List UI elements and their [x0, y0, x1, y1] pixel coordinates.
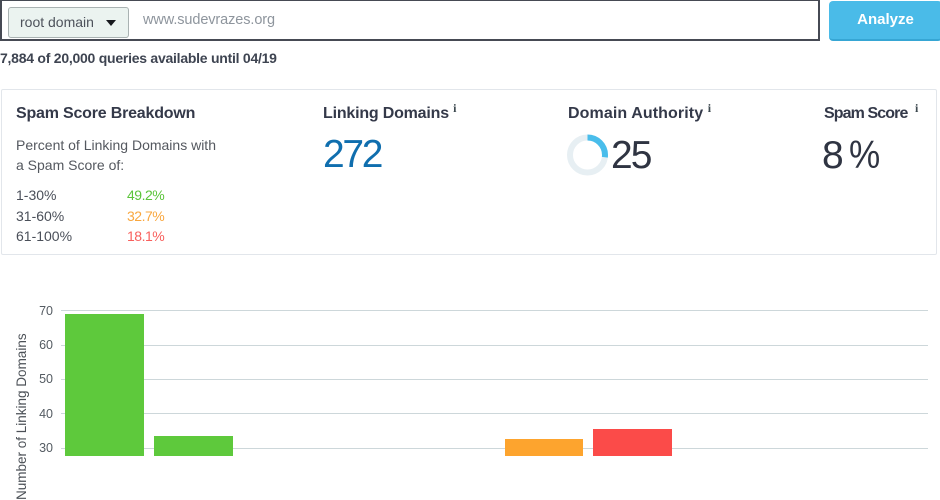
svg-text:50: 50: [39, 372, 53, 386]
svg-text:70: 70: [39, 304, 53, 318]
svg-text:30: 30: [39, 441, 53, 455]
svg-text:40: 40: [39, 407, 53, 421]
svg-text:60: 60: [39, 338, 53, 352]
